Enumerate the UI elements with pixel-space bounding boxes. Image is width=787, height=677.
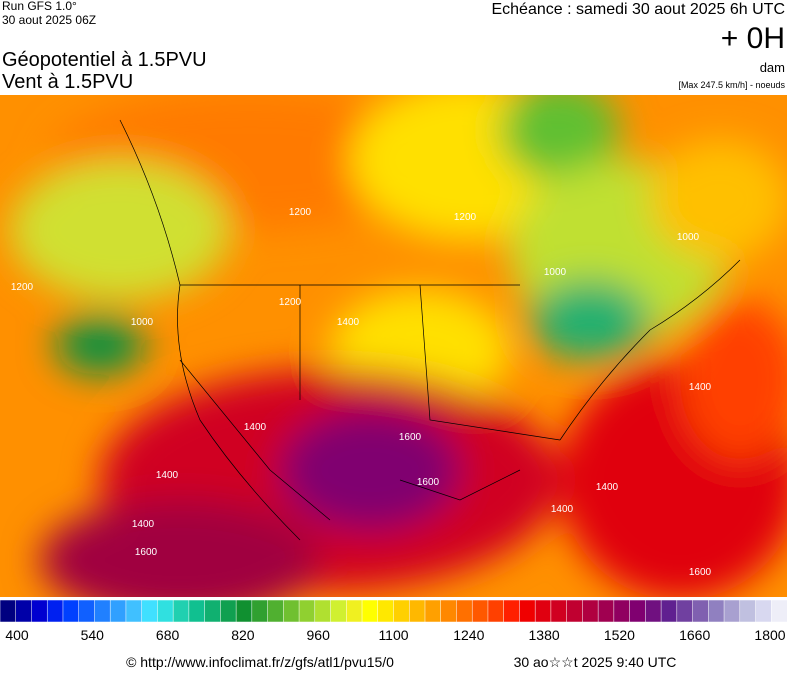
run-date: 30 aout 2025 06Z xyxy=(2,13,96,27)
contour-label: 1400 xyxy=(132,519,155,530)
color-swatch xyxy=(94,599,111,623)
color-swatch xyxy=(188,599,206,623)
color-swatch xyxy=(330,599,347,623)
run: Run GFS 1.0° xyxy=(2,0,77,13)
color-swatch xyxy=(109,599,127,623)
color-swatch xyxy=(62,599,80,623)
color-swatch xyxy=(15,599,33,623)
color-swatch xyxy=(267,599,284,623)
color-swatch xyxy=(503,599,520,623)
contour-label: 1200 xyxy=(11,282,34,293)
color-swatch xyxy=(220,599,237,623)
color-swatch xyxy=(235,599,253,623)
colorbar: 400 540 680 820 960 1100 1240 1380 1520 1660 1800 xyxy=(0,599,787,643)
color-swatch xyxy=(298,599,316,623)
map xyxy=(0,95,787,597)
color-swatch xyxy=(157,599,174,623)
subtitle: Vent à 1.5PVU xyxy=(2,71,133,93)
color-swatch xyxy=(755,599,772,623)
color-swatch xyxy=(46,599,64,623)
colorbar-label: 400 xyxy=(5,627,29,643)
contour-label: 1400 xyxy=(596,482,619,493)
color-swatch xyxy=(597,599,615,623)
color-swatch xyxy=(550,599,568,623)
contour-label: 1400 xyxy=(551,504,574,515)
color-swatch xyxy=(172,599,190,623)
contour-label: 1600 xyxy=(417,477,440,488)
color-swatch xyxy=(582,599,599,623)
color-swatch xyxy=(456,599,473,623)
color-swatch xyxy=(519,599,536,623)
color-swatch xyxy=(566,599,583,623)
contour-label: 1400 xyxy=(244,422,267,433)
color-swatch xyxy=(440,599,458,623)
color-swatch xyxy=(739,599,757,623)
color-swatch xyxy=(314,599,332,623)
contour-label: 1400 xyxy=(337,317,360,328)
contour-label: 1400 xyxy=(689,382,712,393)
contour-label: 1000 xyxy=(131,317,154,328)
color-swatch xyxy=(692,599,709,623)
color-swatch xyxy=(141,599,158,623)
contour-labels: 1200 1200 1200 1000 1000 1000 1200 1400 1400 1400… xyxy=(11,207,712,578)
colorbar-label: 1800 xyxy=(754,627,785,643)
colorbar-label: 1660 xyxy=(679,627,710,643)
source-url: © http://www.infoclimat.fr/z/gfs/atl1/pv… xyxy=(126,654,394,670)
lead-time: + 0H xyxy=(721,22,785,55)
color-swatch xyxy=(771,599,787,623)
max-note: [Max 247.5 km/h] - noeuds xyxy=(678,80,785,90)
colorbar-label: 540 xyxy=(81,627,105,643)
color-swatch xyxy=(346,599,363,623)
colorbar-label: 680 xyxy=(156,627,180,643)
colorbar-label: 1380 xyxy=(529,627,560,643)
color-swatch xyxy=(361,599,379,623)
borders xyxy=(119,119,741,541)
color-swatch xyxy=(251,599,269,623)
color-swatch xyxy=(629,599,646,623)
colorbar-label: 1520 xyxy=(604,627,635,643)
contour-label: 1400 xyxy=(156,470,179,481)
contour-label: 1600 xyxy=(399,432,422,443)
echeance: Echéance : samedi 30 aout 2025 6h UTC xyxy=(491,1,785,18)
color-swatch xyxy=(660,599,678,623)
color-swatch xyxy=(78,599,95,623)
color-swatch xyxy=(204,599,221,623)
contour-label: 1600 xyxy=(689,567,712,578)
color-swatch xyxy=(377,599,395,623)
color-swatch xyxy=(723,599,741,623)
color-swatch xyxy=(487,599,505,623)
colorbar-label: 820 xyxy=(231,627,255,643)
color-swatch xyxy=(645,599,662,623)
unit: dam xyxy=(760,60,785,75)
contour-label: 1600 xyxy=(135,547,158,558)
colorbar-label: 1100 xyxy=(378,627,408,643)
color-swatch xyxy=(471,599,489,623)
contour-label: 1200 xyxy=(289,207,312,218)
color-swatch xyxy=(534,599,552,623)
color-swatch xyxy=(125,599,143,623)
color-swatch xyxy=(31,599,48,623)
color-swatch xyxy=(0,599,17,623)
color-swatch xyxy=(408,599,426,623)
contour-label: 1000 xyxy=(544,267,567,278)
colorbar-label: 1240 xyxy=(453,627,484,643)
colorbar-label: 960 xyxy=(307,627,331,643)
title: Géopotentiel à 1.5PVU xyxy=(2,49,207,71)
contour-label: 1200 xyxy=(279,297,302,308)
color-swatch xyxy=(613,599,631,623)
color-swatch xyxy=(424,599,442,623)
color-swatch xyxy=(393,599,410,623)
contour-label: 1200 xyxy=(454,212,477,223)
contour-label: 1000 xyxy=(677,232,700,243)
generated-time: 30 ao☆☆t 2025 9:40 UTC xyxy=(514,654,677,670)
color-swatch xyxy=(283,599,300,623)
color-swatch xyxy=(708,599,725,623)
color-swatch xyxy=(676,599,694,623)
